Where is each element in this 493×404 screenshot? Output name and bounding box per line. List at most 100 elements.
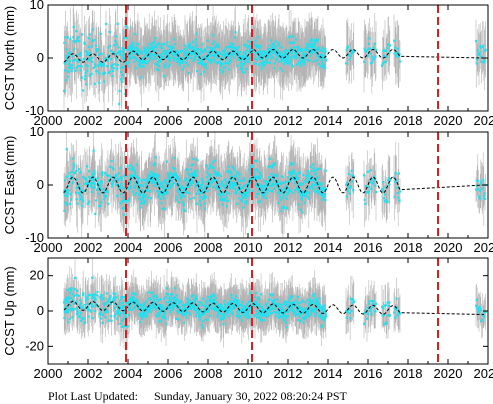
data-point bbox=[316, 186, 319, 189]
data-point bbox=[140, 50, 143, 53]
data-point bbox=[297, 45, 300, 48]
data-point bbox=[76, 37, 79, 40]
data-point bbox=[71, 67, 74, 70]
data-point bbox=[309, 178, 312, 182]
data-point bbox=[320, 65, 323, 68]
data-point bbox=[80, 58, 83, 61]
data-point bbox=[319, 186, 322, 190]
data-point bbox=[151, 45, 154, 49]
data-point bbox=[94, 65, 97, 68]
data-point bbox=[299, 191, 303, 194]
data-point bbox=[478, 197, 481, 200]
data-point bbox=[224, 199, 227, 202]
data-point bbox=[99, 184, 102, 187]
data-point bbox=[388, 51, 391, 54]
data-point bbox=[86, 202, 89, 206]
x-tick-label: 2014 bbox=[314, 240, 343, 255]
data-point bbox=[91, 186, 94, 189]
data-point bbox=[116, 22, 119, 25]
data-point bbox=[219, 198, 222, 202]
data-point bbox=[134, 172, 137, 175]
data-point bbox=[113, 44, 116, 47]
data-point bbox=[307, 197, 310, 200]
data-point bbox=[85, 83, 88, 86]
data-point bbox=[237, 56, 240, 59]
x-tick-label: 2002 bbox=[74, 113, 103, 128]
data-point bbox=[127, 61, 130, 64]
data-point bbox=[215, 185, 218, 188]
data-point bbox=[280, 209, 283, 212]
data-point bbox=[188, 191, 191, 195]
data-point bbox=[205, 164, 208, 167]
data-point bbox=[266, 61, 269, 65]
data-point bbox=[303, 62, 306, 66]
data-point bbox=[192, 196, 196, 199]
data-point bbox=[183, 204, 186, 207]
data-point bbox=[278, 187, 281, 190]
data-point bbox=[237, 58, 240, 61]
data-point bbox=[148, 173, 151, 176]
data-point bbox=[237, 177, 240, 180]
data-point bbox=[166, 181, 169, 185]
data-point bbox=[308, 185, 311, 189]
data-point bbox=[164, 66, 167, 69]
data-point bbox=[322, 186, 326, 190]
data-point bbox=[154, 37, 157, 40]
data-point bbox=[215, 43, 218, 47]
data-point bbox=[163, 193, 166, 196]
data-point bbox=[257, 201, 260, 204]
data-point bbox=[263, 64, 266, 67]
data-point bbox=[317, 55, 320, 58]
data-point bbox=[310, 169, 313, 173]
data-point bbox=[127, 48, 130, 51]
data-point bbox=[76, 60, 80, 64]
data-point bbox=[125, 36, 128, 40]
data-point bbox=[288, 36, 291, 39]
data-point bbox=[182, 59, 185, 62]
data-point bbox=[366, 170, 369, 173]
data-point bbox=[313, 190, 316, 193]
data-point bbox=[222, 53, 225, 56]
x-tick-label: 2000 bbox=[34, 240, 63, 255]
data-point bbox=[115, 57, 118, 60]
data-point bbox=[269, 39, 273, 42]
data-point bbox=[221, 71, 224, 74]
data-point bbox=[159, 55, 162, 58]
data-point bbox=[480, 55, 483, 59]
data-point bbox=[74, 69, 77, 72]
data-point bbox=[225, 205, 228, 208]
data-point bbox=[75, 191, 78, 194]
data-point bbox=[75, 178, 79, 181]
data-point bbox=[164, 53, 167, 56]
data-point bbox=[158, 65, 161, 68]
data-point bbox=[364, 184, 367, 188]
data-point bbox=[317, 63, 320, 66]
data-point bbox=[206, 46, 209, 49]
data-point bbox=[282, 194, 285, 197]
data-point bbox=[192, 157, 195, 161]
data-point bbox=[90, 185, 93, 188]
data-point bbox=[245, 56, 249, 60]
data-point bbox=[235, 46, 238, 50]
data-point bbox=[257, 45, 260, 48]
data-point bbox=[215, 171, 218, 174]
data-point bbox=[274, 180, 277, 183]
data-point bbox=[383, 200, 386, 203]
data-point bbox=[267, 180, 271, 183]
data-point bbox=[110, 160, 113, 163]
data-point bbox=[89, 176, 92, 180]
data-point bbox=[352, 50, 355, 53]
data-point bbox=[79, 171, 82, 174]
data-point bbox=[247, 40, 250, 43]
data-point bbox=[168, 55, 171, 58]
data-point bbox=[232, 46, 235, 49]
data-point bbox=[160, 182, 163, 185]
data-point bbox=[178, 194, 182, 197]
data-point bbox=[311, 43, 314, 46]
data-point bbox=[285, 193, 288, 196]
data-point bbox=[308, 59, 311, 62]
data-point bbox=[130, 52, 133, 55]
data-point bbox=[132, 193, 136, 196]
data-point bbox=[115, 174, 118, 178]
